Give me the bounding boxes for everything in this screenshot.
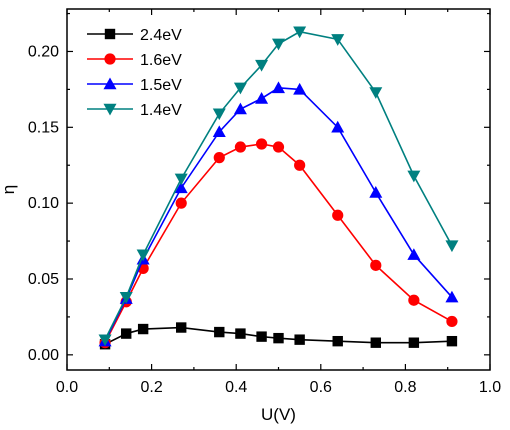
- data-point-1-4ev: [407, 170, 421, 183]
- data-point-2-4ev: [121, 328, 132, 339]
- data-point-1-5ev: [407, 248, 421, 260]
- data-point-1-5ev: [212, 125, 226, 138]
- data-point-1-6ev: [234, 141, 247, 153]
- legend-item-2-4ev: 2.4eV: [87, 27, 182, 44]
- data-point-1-6ev: [446, 315, 458, 328]
- data-point-1-4ev: [212, 108, 226, 121]
- legend-marker-2-4ev: [104, 28, 116, 40]
- data-point-1-4ev: [233, 82, 247, 95]
- legend-marker-1-6ev: [104, 53, 116, 65]
- data-point-2-4ev: [137, 323, 149, 335]
- y-tick-label: 0.15: [28, 119, 59, 136]
- data-point-1-4ev: [119, 291, 133, 304]
- y-axis-title: η: [0, 185, 18, 194]
- axis-ticks: 0.0 0.2 0.4 0.6 0.8 1.0 0.00 0.05 0.10 0.15 0.20: [28, 9, 501, 396]
- data-point-1-6ev: [255, 138, 268, 150]
- legend-item-1-5ev: 1.5eV: [87, 77, 182, 94]
- legend-label-1-4ev: 1.4eV: [140, 102, 182, 119]
- data-point-1-5ev: [445, 290, 459, 303]
- data-point-1-4ev: [272, 38, 285, 51]
- data-point-2-4ev: [294, 334, 305, 345]
- legend-label-1-6ev: 1.6eV: [140, 52, 182, 69]
- series-1-4ev: [98, 26, 459, 347]
- legend-label-1-5ev: 1.5eV: [140, 77, 182, 94]
- x-tick-label: 1.0: [479, 379, 501, 396]
- series-line-1-5ev: [104, 87, 453, 342]
- x-tick-label: 0.8: [394, 379, 416, 396]
- data-point-1-4ev: [136, 249, 150, 262]
- data-point-1-6ev: [370, 259, 382, 271]
- data-point-1-6ev: [332, 209, 344, 221]
- series-line-1-6ev: [104, 143, 453, 344]
- series-2-4ev: [99, 322, 458, 350]
- data-point-1-4ev: [255, 59, 269, 72]
- legend: 2.4eV 1.6eV 1.5eV 1.4eV: [87, 27, 182, 119]
- data-point-1-4ev: [174, 173, 188, 186]
- data-point-1-6ev: [294, 159, 306, 171]
- series-layer: [98, 26, 459, 350]
- x-axis-title: U(V): [261, 405, 296, 424]
- data-point-1-6ev: [213, 152, 225, 164]
- y-tick-label: 0.00: [28, 347, 59, 364]
- y-tick-label: 0.05: [28, 271, 59, 288]
- series-1-5ev: [98, 81, 459, 347]
- data-point-2-4ev: [214, 326, 225, 338]
- data-point-1-6ev: [175, 197, 187, 209]
- data-point-2-4ev: [176, 322, 187, 333]
- legend-marker-1-4ev: [103, 103, 117, 116]
- legend-item-1-6ev: 1.6eV: [87, 52, 182, 69]
- data-point-1-5ev: [233, 102, 247, 115]
- x-tick-label: 0.4: [225, 379, 247, 396]
- data-point-2-4ev: [446, 335, 458, 347]
- data-point-1-5ev: [293, 82, 307, 95]
- series-1-6ev: [99, 138, 458, 349]
- data-point-1-6ev: [408, 294, 420, 306]
- data-point-1-5ev: [369, 186, 383, 198]
- data-point-1-6ev: [272, 141, 285, 153]
- data-point-1-4ev: [369, 87, 383, 99]
- legend-item-1-4ev: 1.4eV: [87, 102, 182, 119]
- data-point-1-5ev: [272, 81, 285, 94]
- x-tick-label: 0.2: [140, 379, 162, 396]
- data-point-2-4ev: [256, 331, 267, 342]
- data-point-2-4ev: [235, 328, 246, 339]
- data-point-2-4ev: [408, 337, 420, 348]
- plot-frame: [66, 8, 491, 371]
- data-point-1-5ev: [255, 91, 269, 104]
- data-point-1-5ev: [174, 181, 188, 194]
- data-point-2-4ev: [273, 332, 284, 344]
- data-point-2-4ev: [370, 337, 381, 348]
- legend-label-2-4ev: 2.4eV: [140, 27, 182, 44]
- legend-marker-1-5ev: [103, 77, 117, 90]
- x-tick-label: 0.0: [56, 379, 78, 396]
- data-point-2-4ev: [332, 335, 343, 347]
- y-tick-label: 0.20: [28, 43, 59, 60]
- x-tick-label: 0.6: [310, 379, 332, 396]
- y-tick-label: 0.10: [28, 195, 59, 212]
- data-point-1-4ev: [293, 26, 307, 39]
- data-point-1-4ev: [98, 334, 112, 347]
- data-point-1-4ev: [331, 34, 345, 46]
- data-point-1-5ev: [331, 120, 345, 133]
- data-point-1-4ev: [445, 240, 459, 253]
